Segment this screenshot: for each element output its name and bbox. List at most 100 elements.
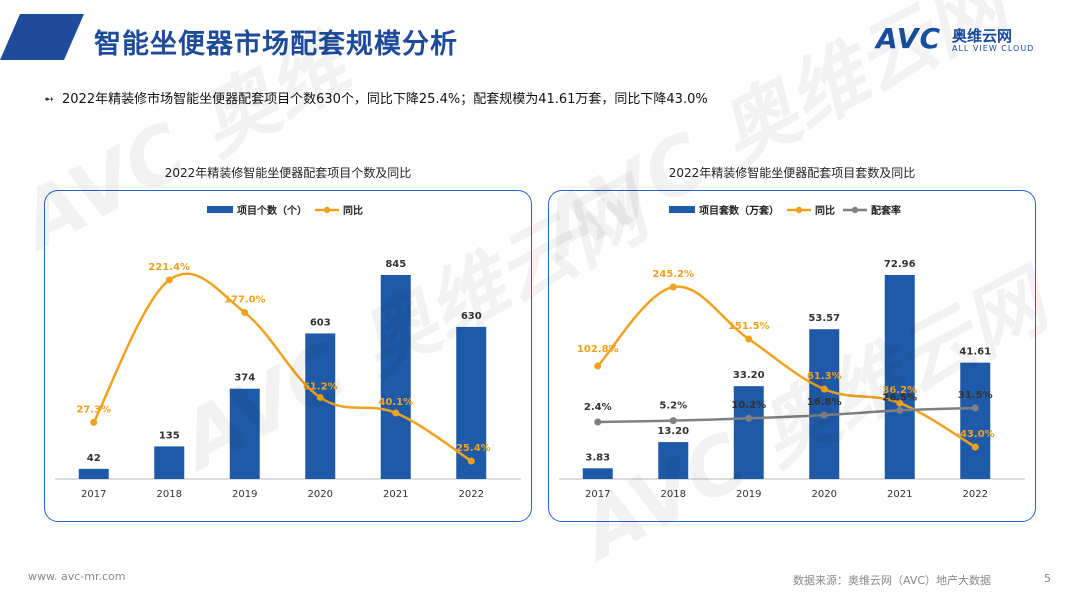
- chart2-x-tick: 2017: [585, 489, 610, 500]
- chart1-title: 2022年精装修智能坐便器配套项目个数及同比: [164, 166, 412, 180]
- page-number: 5: [1044, 572, 1051, 585]
- chart2-x-tick: 2021: [887, 489, 912, 500]
- chart2-line-point: [820, 385, 828, 393]
- chart1-line-label: 177.0%: [224, 295, 266, 306]
- chart2-legend-label: 项目套数（万套）: [699, 204, 779, 217]
- chart2-legend-label: 配套率: [871, 204, 901, 217]
- chart2-line-label: 245.2%: [652, 269, 694, 280]
- chart2-legend-label: 同比: [815, 204, 835, 217]
- chart2-line-label: 102.8%: [577, 344, 619, 355]
- chart1-bar-label: 42: [87, 453, 101, 464]
- chart2-bar-label: 13.20: [657, 426, 689, 437]
- chart1-line-point: [392, 409, 400, 417]
- chart2-line-point: [820, 411, 828, 419]
- chart2-line-point: [669, 417, 677, 425]
- chart2-line-ratio: [597, 406, 976, 424]
- chart2-bar: [884, 275, 915, 479]
- chart1-svg: 项目个数（个） 同比 2017 2018 2019 2020 2021 2022 42 135 37…: [55, 204, 521, 500]
- chart2-line-label: -43.0%: [956, 429, 995, 440]
- chart1-bar: [154, 446, 185, 479]
- chart1-panel: 项目个数（个） 同比 2017 2018 2019 2020 2021 2022 42 135 37…: [44, 190, 532, 522]
- chart1-legend-label: 项目个数（个）: [237, 204, 307, 217]
- slide-header: 智能坐便器市场配套规模分析 AVC 奥维云网 ALL VIEW CLOUD: [0, 0, 1080, 80]
- chart1-line-point: [90, 418, 98, 426]
- chart1-line-point: [467, 457, 475, 465]
- chart2-panel: 项目套数（万套） 同比 配套率 2017 2018 2019 2020 2021 2022 3.8…: [548, 190, 1036, 522]
- logo-en: ALL VIEW CLOUD: [952, 44, 1035, 53]
- chart2-bar: [809, 329, 840, 479]
- chart2-line-label: 36.2%: [882, 385, 917, 396]
- chart2-line-label: 61.3%: [807, 371, 842, 382]
- chart1-x-tick: 2019: [232, 489, 257, 500]
- chart1-legend-bar-swatch: [207, 206, 233, 213]
- chart1-bar-label: 630: [461, 311, 482, 322]
- chart1-line-label: 221.4%: [148, 262, 190, 273]
- chart2-line-point: [745, 335, 753, 343]
- chart2-line-label: 16.8%: [807, 397, 842, 408]
- chart2-svg: 项目套数（万套） 同比 配套率 2017 2018 2019 2020 2021 2022 3.8…: [559, 204, 1025, 500]
- chart2-bar-label: 3.83: [585, 452, 610, 463]
- chart2-line-point: [745, 414, 753, 422]
- logo-cn: 奥维云网: [952, 27, 1013, 45]
- summary-text: 2022年精装修市场智能坐便器配套项目个数630个，同比下降25.4%；配套规模…: [62, 92, 708, 107]
- chart2-bar: [582, 468, 613, 479]
- chart2-line-point: [971, 404, 979, 412]
- chart2-line-label: 31.5%: [958, 390, 993, 401]
- chart2-line-point: [896, 406, 904, 414]
- chart1-bar-label: 374: [234, 373, 255, 384]
- chart2-line-label: 10.2%: [731, 400, 766, 411]
- chart2-x-tick: 2020: [812, 489, 837, 500]
- summary-line: ➻ 2022年精装修市场智能坐便器配套项目个数630个，同比下降25.4%；配套规…: [44, 88, 708, 107]
- chart2-line-point: [971, 443, 979, 451]
- chart2-line-label: 26.5%: [882, 392, 917, 403]
- chart2-title: 2022年精装修智能坐便器配套项目套数及同比: [668, 166, 916, 180]
- chart1-x-tick: 2018: [157, 489, 182, 500]
- chart1-x-tick: 2021: [383, 489, 408, 500]
- chart1-bar: [380, 275, 411, 479]
- footer-url: www. avc-mr.com: [28, 570, 126, 583]
- chart1-line-yoy: [92, 272, 472, 463]
- chart2-line-yoy: [596, 285, 976, 449]
- chart1-legend-label: 同比: [343, 204, 363, 217]
- chart2-bar: [733, 386, 764, 479]
- chart1-line-point: [165, 276, 173, 284]
- chart2-line-label: 5.2%: [659, 401, 687, 412]
- chart1-legend-line-marker: [323, 206, 331, 214]
- chart1-line-label: -25.4%: [452, 443, 491, 454]
- chart2-bar: [960, 362, 991, 479]
- chart1-bar-label: 603: [310, 317, 331, 328]
- chart2-bar-label: 41.61: [959, 347, 991, 358]
- chart2-x-tick: 2018: [661, 489, 686, 500]
- brand-logo: AVC 奥维云网 ALL VIEW CLOUD: [876, 22, 1056, 58]
- chart2-bar-label: 72.96: [884, 259, 916, 270]
- chart1-bar: [456, 326, 487, 479]
- footer-source: 数据来源：奥维云网（AVC）地产大数据: [793, 574, 992, 587]
- chart2-line-label: 2.4%: [584, 402, 612, 413]
- chart1-x-tick: 2020: [308, 489, 333, 500]
- logo-brand: AVC: [876, 22, 941, 55]
- chart1-bar-label: 845: [385, 259, 406, 270]
- chart1-line-label: 27.3%: [76, 404, 111, 415]
- chart1-bar: [305, 333, 336, 479]
- chart1-x-tick: 2017: [81, 489, 106, 500]
- chart2-legend-line-marker: [795, 206, 803, 214]
- chart1-line-label: 61.2%: [303, 381, 338, 392]
- chart2-x-tick: 2022: [963, 489, 988, 500]
- chart1-bar: [78, 468, 109, 479]
- chart2-bar: [658, 442, 689, 479]
- chart1-line-point: [241, 309, 249, 317]
- chart2-line-point: [594, 362, 602, 370]
- page-title: 智能坐便器市场配套规模分析: [94, 29, 458, 60]
- chart1-bar: [229, 388, 260, 479]
- title-accent-shape: [0, 14, 84, 60]
- arrow-bullet-icon: ➻: [44, 92, 55, 106]
- chart2-line-point: [594, 418, 602, 426]
- chart1-line-point: [316, 393, 324, 401]
- chart1-line-label: 40.1%: [378, 397, 413, 408]
- chart2-legend-line-marker: [851, 206, 859, 214]
- chart1-x-tick: 2022: [459, 489, 484, 500]
- chart2-line-point: [896, 399, 904, 407]
- chart2-bar-label: 53.57: [808, 313, 840, 324]
- chart2-line-point: [669, 283, 677, 291]
- chart2-legend-bar-swatch: [669, 206, 695, 213]
